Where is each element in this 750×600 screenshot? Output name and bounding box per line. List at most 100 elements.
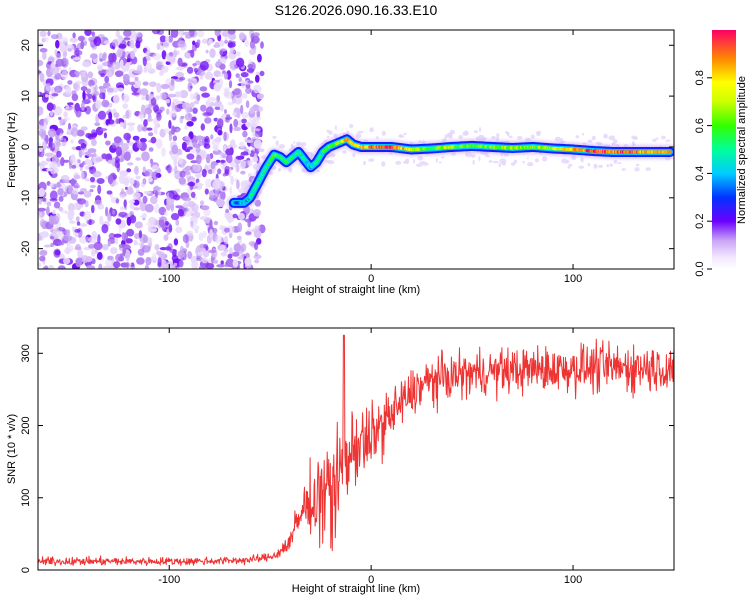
halo-speckle xyxy=(334,125,337,131)
noise-speckle xyxy=(75,257,83,268)
noise-speckle xyxy=(146,222,151,226)
noise-speckle xyxy=(157,257,162,267)
noise-speckle xyxy=(72,57,81,61)
noise-speckle xyxy=(81,255,89,263)
noise-speckle xyxy=(77,35,85,42)
noise-speckle xyxy=(249,39,255,49)
noise-speckle xyxy=(173,238,179,246)
noise-speckle xyxy=(189,77,196,81)
bottom-y-axis-label: SNR (10 * v/v) xyxy=(6,414,18,484)
halo-speckle xyxy=(655,137,659,140)
noise-speckle xyxy=(171,265,176,269)
halo-speckle xyxy=(327,135,330,139)
noise-speckle xyxy=(118,225,122,234)
halo-speckle xyxy=(440,156,445,159)
halo-speckle xyxy=(582,132,585,136)
noise-speckle xyxy=(77,159,81,164)
noise-speckle xyxy=(245,86,252,95)
noise-speckle xyxy=(228,247,233,253)
noise-speckle xyxy=(232,213,238,219)
noise-speckle xyxy=(192,40,196,46)
bottom-x-axis-label: Height of straight line (km) xyxy=(292,583,420,595)
noise-speckle xyxy=(170,78,175,86)
halo-speckle xyxy=(375,136,379,140)
noise-speckle xyxy=(86,265,95,269)
noise-speckle xyxy=(70,127,79,137)
halo-speckle xyxy=(485,155,490,158)
noise-speckle xyxy=(191,225,200,231)
top-y-ticks: -20 -10 0 10 20 xyxy=(20,39,674,257)
noise-speckle xyxy=(81,79,89,87)
noise-speckle xyxy=(111,39,119,47)
halo-speckle xyxy=(478,156,481,162)
noise-speckle xyxy=(214,106,221,110)
noise-speckle xyxy=(67,102,74,106)
top-y-axis-label: Frequency (Hz) xyxy=(6,112,18,188)
noise-speckle xyxy=(254,199,261,207)
noise-speckle xyxy=(172,50,178,58)
noise-speckle xyxy=(87,71,94,79)
y-tick-label: 100 xyxy=(20,489,32,507)
noise-speckle xyxy=(55,58,65,67)
noise-speckle xyxy=(58,241,65,246)
noise-speckle xyxy=(111,209,115,215)
halo-speckle xyxy=(499,158,507,164)
y-tick-label: 300 xyxy=(20,344,32,362)
noise-speckle xyxy=(87,153,95,157)
noise-speckle xyxy=(181,141,187,151)
noise-speckle xyxy=(38,198,42,205)
noise-speckle xyxy=(58,206,64,212)
noise-speckle xyxy=(43,37,49,42)
noise-speckle xyxy=(91,204,95,214)
bottom-y-ticks: 0 100 200 300 xyxy=(20,344,674,573)
noise-speckle xyxy=(186,230,194,236)
noise-speckle xyxy=(212,80,217,84)
noise-speckle xyxy=(145,50,151,57)
noise-speckle xyxy=(176,66,184,71)
halo-speckle xyxy=(413,159,416,164)
noise-speckle xyxy=(186,66,194,74)
noise-speckle xyxy=(223,249,229,253)
noise-speckle xyxy=(254,242,259,251)
noise-speckle xyxy=(245,231,252,236)
noise-speckle xyxy=(230,47,236,55)
noise-speckle xyxy=(115,218,122,225)
halo-speckle xyxy=(458,135,463,139)
noise-speckle xyxy=(256,106,264,112)
noise-speckle xyxy=(213,259,219,264)
noise-speckle xyxy=(90,85,95,93)
noise-speckle xyxy=(47,30,51,37)
noise-speckle xyxy=(142,81,149,86)
noise-speckle xyxy=(168,35,174,43)
noise-speckle xyxy=(223,235,229,245)
noise-speckle xyxy=(101,224,109,234)
halo-speckle xyxy=(277,168,281,172)
noise-speckle xyxy=(45,82,52,92)
noise-speckle xyxy=(254,131,262,138)
noise-speckle xyxy=(167,93,177,98)
noise-speckle xyxy=(236,235,242,240)
noise-speckle xyxy=(216,264,226,268)
noise-speckle xyxy=(174,165,178,175)
noise-speckle xyxy=(95,157,103,163)
bottom-x-ticks: -100 0 100 xyxy=(158,328,582,586)
noise-speckle xyxy=(164,211,168,216)
halo-speckle xyxy=(606,163,609,168)
noise-speckle xyxy=(93,90,100,96)
noise-speckle xyxy=(177,40,186,48)
noise-speckle xyxy=(51,209,56,215)
noise-speckle xyxy=(50,164,56,175)
halo-speckle xyxy=(527,162,534,167)
noise-speckle xyxy=(189,102,195,108)
top-x-axis-label: Height of straight line (km) xyxy=(292,284,420,296)
noise-speckle xyxy=(74,184,81,189)
noise-speckle xyxy=(187,82,193,92)
noise-speckle xyxy=(89,184,96,189)
noise-speckle xyxy=(150,195,158,205)
halo-speckle xyxy=(403,132,407,136)
noise-speckle xyxy=(241,111,250,119)
noise-speckle xyxy=(94,122,101,127)
noise-speckle xyxy=(42,140,47,149)
noise-speckle xyxy=(240,80,246,89)
halo-speckle xyxy=(565,159,570,164)
